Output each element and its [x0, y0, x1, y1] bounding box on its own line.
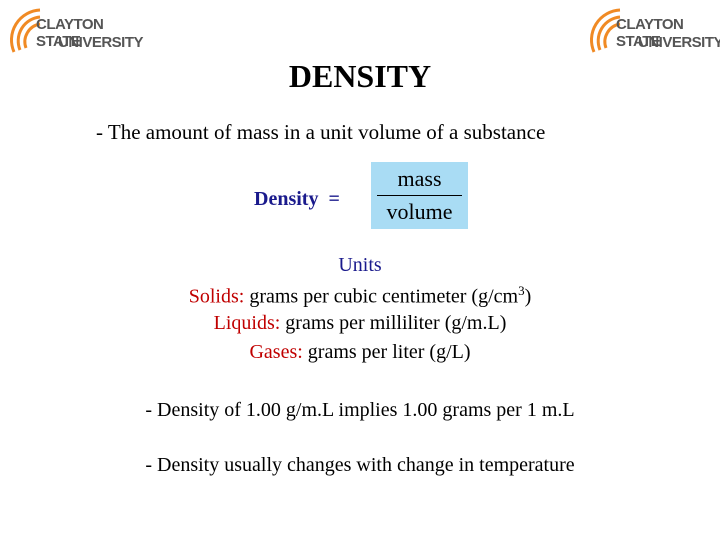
logo-text: CLAYTON STATE [616, 16, 684, 50]
logo: CLAYTON STATE UNIVERSITY [0, 2, 144, 64]
logo-text: CLAYTON STATE [36, 16, 104, 50]
units-label: Gases: [249, 341, 303, 363]
title: DENSITY [288, 58, 432, 94]
units-text: ) [524, 285, 532, 308]
numerator: mass [397, 166, 442, 191]
formula-label: Density = [254, 188, 340, 211]
units-label: Liquids: [213, 312, 281, 334]
logo-arcs [9, 8, 41, 53]
units-label: Solids: [188, 285, 245, 308]
units-text: grams per liter (g/L) [307, 341, 471, 363]
note: - Density usually changes with change in… [145, 454, 575, 476]
logo-text: UNIVERSITY [638, 34, 720, 51]
units-row: Liquids: grams per milliliter (g/m.L) [0, 312, 720, 335]
definition: - The amount of mass in a unit volume of… [96, 120, 546, 144]
fraction-bar [377, 195, 462, 196]
formula-equals: = [328, 188, 340, 210]
units-sup: 3 [518, 283, 525, 298]
note: - Density of 1.00 g/m.L implies 1.00 gra… [145, 399, 575, 421]
units-text: grams per milliliter (g/m.L) [285, 312, 507, 334]
logo-text: UNIVERSITY [58, 34, 144, 51]
denominator: volume [386, 199, 453, 224]
formula-label-text: Density [254, 188, 319, 210]
formula-box: mass volume [371, 162, 468, 229]
units-row: Gases: grams per liter (g/L) [0, 341, 720, 364]
logo-arcs [589, 8, 621, 53]
units-heading: Units [338, 254, 382, 276]
logo: CLAYTON STATE UNIVERSITY [580, 2, 720, 64]
units-row: Solids: grams per cubic centimeter (g/cm… [0, 283, 720, 309]
units-text: grams per cubic centimeter (g/cm [249, 285, 519, 308]
